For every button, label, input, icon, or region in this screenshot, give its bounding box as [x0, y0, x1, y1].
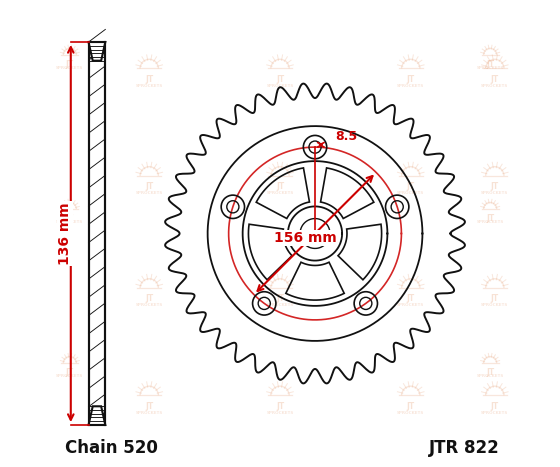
Text: JT: JT	[145, 75, 153, 84]
Text: SPROCKETS: SPROCKETS	[481, 303, 508, 307]
Text: SPROCKETS: SPROCKETS	[477, 66, 504, 70]
Text: SPROCKETS: SPROCKETS	[481, 84, 508, 88]
Text: JT: JT	[486, 59, 494, 69]
Text: JT: JT	[491, 402, 499, 411]
Text: SPROCKETS: SPROCKETS	[56, 374, 83, 378]
Text: JTR 822: JTR 822	[429, 439, 500, 457]
Text: 156 mm: 156 mm	[274, 231, 337, 245]
Text: SPROCKETS: SPROCKETS	[397, 303, 424, 307]
Text: JT: JT	[66, 368, 74, 377]
Text: SPROCKETS: SPROCKETS	[267, 191, 293, 195]
Text: JT: JT	[407, 402, 415, 411]
Text: SPROCKETS: SPROCKETS	[56, 220, 83, 224]
Text: JT: JT	[491, 75, 499, 84]
Text: SPROCKETS: SPROCKETS	[481, 410, 508, 415]
Text: JT: JT	[407, 295, 415, 304]
Bar	[88, 42, 105, 425]
Polygon shape	[88, 406, 105, 425]
Text: JT: JT	[407, 182, 415, 191]
Text: JT: JT	[407, 75, 415, 84]
Text: SPROCKETS: SPROCKETS	[136, 410, 163, 415]
Text: JT: JT	[66, 213, 74, 223]
Text: SPROCKETS: SPROCKETS	[397, 410, 424, 415]
Text: SPROCKETS: SPROCKETS	[481, 191, 508, 195]
Text: JT: JT	[145, 295, 153, 304]
Text: JT: JT	[491, 182, 499, 191]
Text: SPROCKETS: SPROCKETS	[397, 84, 424, 88]
Text: JT: JT	[491, 295, 499, 304]
Text: SPROCKETS: SPROCKETS	[267, 84, 293, 88]
Text: SPROCKETS: SPROCKETS	[136, 191, 163, 195]
Text: JT: JT	[486, 368, 494, 377]
Text: JT: JT	[145, 402, 153, 411]
Text: SPROCKETS: SPROCKETS	[267, 303, 293, 307]
Text: SPROCKETS: SPROCKETS	[477, 220, 504, 224]
Text: JT: JT	[486, 213, 494, 223]
Text: Chain 520: Chain 520	[65, 439, 158, 457]
Text: JT: JT	[276, 182, 284, 191]
Text: 8.5: 8.5	[335, 130, 357, 143]
Polygon shape	[88, 42, 105, 61]
Text: SPROCKETS: SPROCKETS	[136, 303, 163, 307]
Text: SPROCKETS: SPROCKETS	[397, 191, 424, 195]
Text: JT: JT	[66, 59, 74, 69]
Text: SPROCKETS: SPROCKETS	[136, 84, 163, 88]
Text: SPROCKETS: SPROCKETS	[477, 374, 504, 378]
Text: JT: JT	[276, 402, 284, 411]
Text: SPROCKETS: SPROCKETS	[267, 410, 293, 415]
Text: JT: JT	[276, 75, 284, 84]
Text: JT: JT	[276, 295, 284, 304]
Text: 136 mm: 136 mm	[58, 202, 72, 265]
Text: SPROCKETS: SPROCKETS	[56, 66, 83, 70]
Text: JT: JT	[145, 182, 153, 191]
